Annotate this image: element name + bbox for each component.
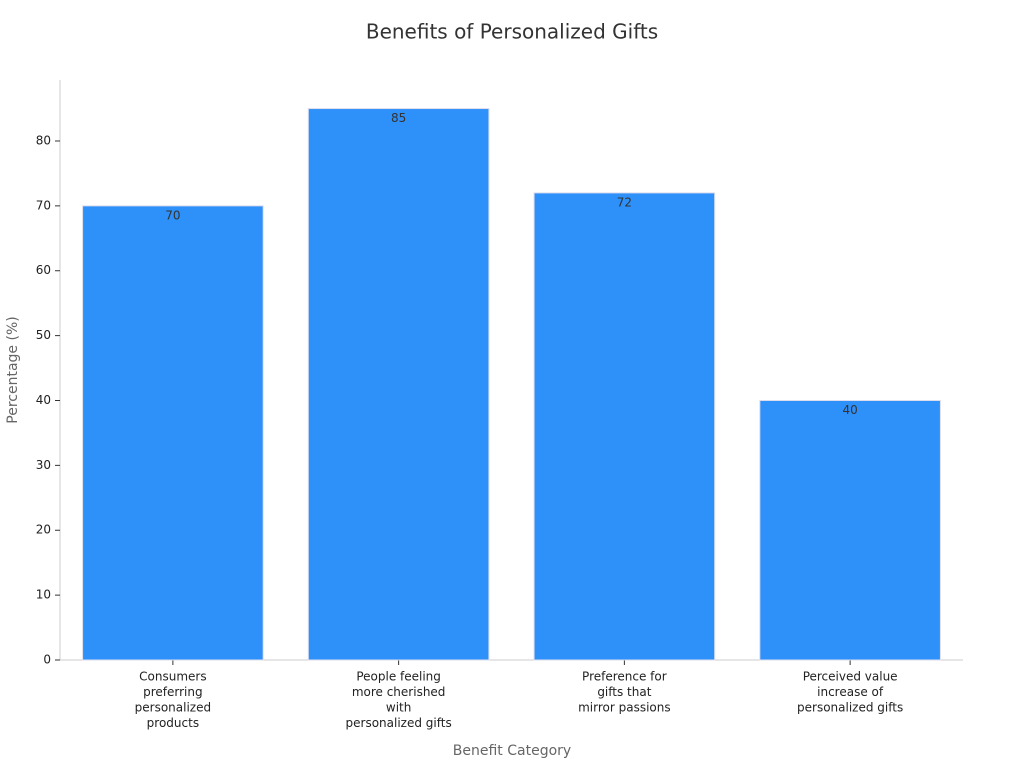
value-label: 40 (842, 403, 857, 417)
value-label: 70 (165, 208, 180, 222)
x-tick-label: products (147, 716, 199, 730)
x-tick-label: more cherished (352, 685, 446, 699)
x-tick-label: personalized gifts (797, 701, 903, 715)
bar (307, 108, 490, 661)
x-tick-label: personalized gifts (346, 716, 452, 730)
value-label: 72 (617, 195, 632, 209)
y-tick-label: 20 (36, 523, 51, 537)
y-tick-label: 10 (36, 588, 51, 602)
x-tick-label: increase of (817, 685, 884, 699)
y-tick-label: 0 (43, 653, 51, 667)
y-axis-title: Percentage (%) (5, 316, 21, 423)
y-tick-label: 30 (36, 458, 51, 472)
x-axis-title: Benefit Category (453, 743, 571, 759)
bar (533, 192, 716, 661)
y-tick-label: 40 (36, 393, 51, 407)
x-tick-label: Perceived value (803, 670, 898, 684)
x-tick-label: People feeling (356, 670, 441, 684)
y-tick-label: 80 (36, 133, 51, 147)
bar (759, 399, 941, 661)
x-tick-label: gifts that (597, 685, 651, 699)
bar (82, 205, 264, 661)
value-label: 85 (391, 111, 406, 125)
chart-title: Benefits of Personalized Gifts (366, 20, 658, 44)
y-tick-label: 70 (36, 198, 51, 212)
x-tick-label: preferring (143, 685, 203, 699)
x-tick-label: Preference for (582, 670, 667, 684)
x-tick-label: personalized (135, 701, 211, 715)
x-tick-label: Consumers (139, 670, 206, 684)
y-tick-label: 50 (36, 328, 51, 342)
x-tick-label: with (386, 701, 411, 715)
y-tick-label: 60 (36, 263, 51, 277)
x-tick-label: mirror passions (578, 701, 671, 715)
